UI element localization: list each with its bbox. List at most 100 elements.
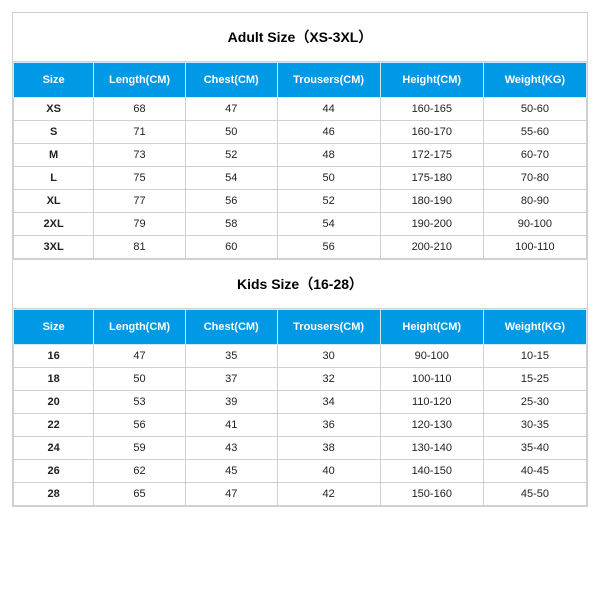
col-header-trousers: Trousers(CM): [277, 63, 380, 98]
table-cell: 43: [185, 437, 277, 460]
table-cell: 172-175: [380, 144, 483, 167]
table-cell: 160-165: [380, 98, 483, 121]
table-cell: 45: [185, 460, 277, 483]
table-cell: 3XL: [14, 236, 94, 259]
col-header-chest: Chest(CM): [185, 310, 277, 345]
table-cell: 22: [14, 414, 94, 437]
table-row: 1647353090-10010-15: [14, 345, 587, 368]
table-cell: 41: [185, 414, 277, 437]
table-cell: 60: [185, 236, 277, 259]
table-cell: 18: [14, 368, 94, 391]
col-header-height: Height(CM): [380, 310, 483, 345]
table-cell: 36: [277, 414, 380, 437]
table-cell: 100-110: [380, 368, 483, 391]
table-cell: XS: [14, 98, 94, 121]
table-cell: 52: [277, 190, 380, 213]
table-cell: L: [14, 167, 94, 190]
col-header-size: Size: [14, 310, 94, 345]
table-cell: 56: [94, 414, 186, 437]
table-cell: 42: [277, 483, 380, 506]
table-cell: 50: [94, 368, 186, 391]
table-cell: 32: [277, 368, 380, 391]
table-cell: 120-130: [380, 414, 483, 437]
table-cell: 100-110: [483, 236, 586, 259]
table-row: 24594338130-14035-40: [14, 437, 587, 460]
table-cell: 130-140: [380, 437, 483, 460]
table-cell: 2XL: [14, 213, 94, 236]
table-cell: 190-200: [380, 213, 483, 236]
table-cell: 47: [185, 483, 277, 506]
table-row: XL775652180-19080-90: [14, 190, 587, 213]
table-cell: 60-70: [483, 144, 586, 167]
table-cell: 90-100: [380, 345, 483, 368]
table-cell: XL: [14, 190, 94, 213]
table-cell: 80-90: [483, 190, 586, 213]
table-cell: 68: [94, 98, 186, 121]
table-cell: 54: [185, 167, 277, 190]
table-row: 3XL816056200-210100-110: [14, 236, 587, 259]
table-cell: 15-25: [483, 368, 586, 391]
table-cell: 50: [277, 167, 380, 190]
col-header-size: Size: [14, 63, 94, 98]
table-cell: 45-50: [483, 483, 586, 506]
table-row: L755450175-18070-80: [14, 167, 587, 190]
table-cell: 54: [277, 213, 380, 236]
table-cell: 140-150: [380, 460, 483, 483]
kids-tbody: 1647353090-10010-1518503732100-11015-252…: [14, 345, 587, 506]
kids-section-title: Kids Size（16-28）: [13, 259, 587, 309]
adult-header-row: Size Length(CM) Chest(CM) Trousers(CM) H…: [14, 63, 587, 98]
table-row: 20533934110-12025-30: [14, 391, 587, 414]
table-cell: 24: [14, 437, 94, 460]
table-cell: 38: [277, 437, 380, 460]
table-cell: 90-100: [483, 213, 586, 236]
table-cell: 50: [185, 121, 277, 144]
kids-header-row: Size Length(CM) Chest(CM) Trousers(CM) H…: [14, 310, 587, 345]
table-cell: 20: [14, 391, 94, 414]
table-cell: S: [14, 121, 94, 144]
adult-tbody: XS684744160-16550-60S715046160-17055-60M…: [14, 98, 587, 259]
table-cell: 79: [94, 213, 186, 236]
kids-table: Size Length(CM) Chest(CM) Trousers(CM) H…: [13, 309, 587, 506]
table-cell: 52: [185, 144, 277, 167]
table-cell: 39: [185, 391, 277, 414]
col-header-weight: Weight(KG): [483, 63, 586, 98]
table-cell: 10-15: [483, 345, 586, 368]
table-cell: 71: [94, 121, 186, 144]
table-cell: 40-45: [483, 460, 586, 483]
table-cell: 34: [277, 391, 380, 414]
table-cell: 56: [185, 190, 277, 213]
col-header-weight: Weight(KG): [483, 310, 586, 345]
table-row: 28654742150-16045-50: [14, 483, 587, 506]
table-cell: 200-210: [380, 236, 483, 259]
table-cell: 150-160: [380, 483, 483, 506]
table-row: 26624540140-15040-45: [14, 460, 587, 483]
table-cell: 30: [277, 345, 380, 368]
table-cell: 16: [14, 345, 94, 368]
table-row: S715046160-17055-60: [14, 121, 587, 144]
table-cell: 75: [94, 167, 186, 190]
table-cell: 26: [14, 460, 94, 483]
table-cell: 53: [94, 391, 186, 414]
table-cell: 50-60: [483, 98, 586, 121]
table-cell: 56: [277, 236, 380, 259]
table-cell: 40: [277, 460, 380, 483]
table-row: 22564136120-13030-35: [14, 414, 587, 437]
table-cell: 44: [277, 98, 380, 121]
col-header-length: Length(CM): [94, 63, 186, 98]
table-cell: 30-35: [483, 414, 586, 437]
table-cell: 70-80: [483, 167, 586, 190]
col-header-height: Height(CM): [380, 63, 483, 98]
table-cell: 160-170: [380, 121, 483, 144]
table-cell: 180-190: [380, 190, 483, 213]
table-cell: 77: [94, 190, 186, 213]
table-cell: 37: [185, 368, 277, 391]
table-cell: 35: [185, 345, 277, 368]
size-chart: Adult Size（XS-3XL） Size Length(CM) Chest…: [12, 12, 588, 507]
table-cell: 65: [94, 483, 186, 506]
adult-table: Size Length(CM) Chest(CM) Trousers(CM) H…: [13, 62, 587, 259]
col-header-trousers: Trousers(CM): [277, 310, 380, 345]
table-cell: M: [14, 144, 94, 167]
table-row: 18503732100-11015-25: [14, 368, 587, 391]
table-cell: 48: [277, 144, 380, 167]
table-cell: 55-60: [483, 121, 586, 144]
